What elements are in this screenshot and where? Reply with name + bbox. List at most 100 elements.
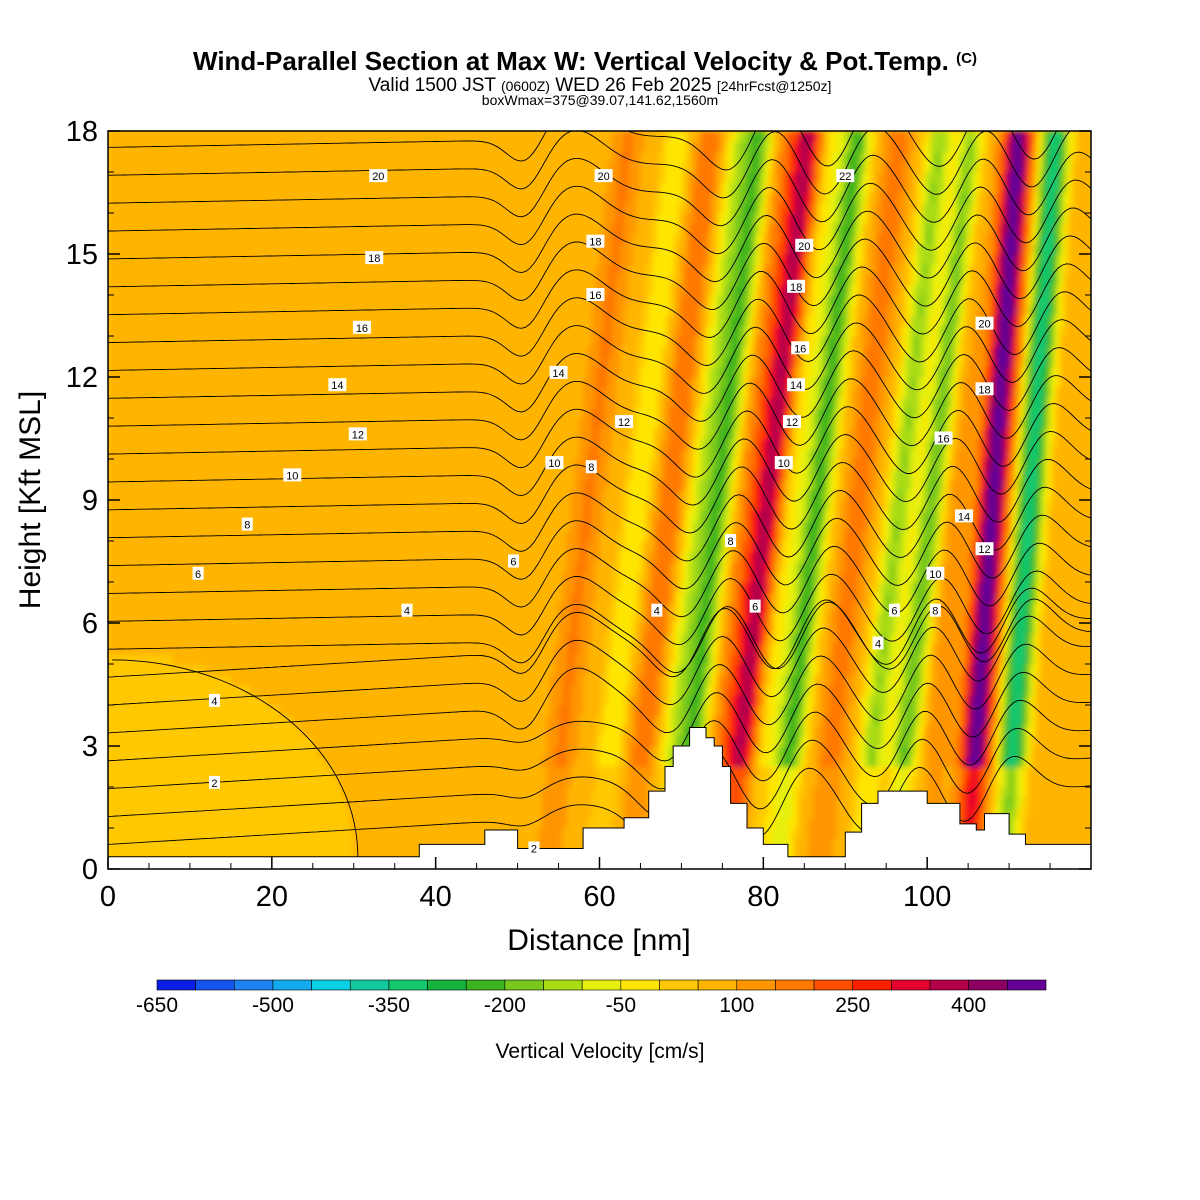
colorbar-swatch — [813, 979, 854, 991]
contour-label: 4 — [208, 693, 220, 708]
y-tick-label: 15 — [66, 239, 98, 271]
contour-label: 10 — [283, 468, 302, 482]
contour-label-text: 18 — [589, 237, 601, 249]
axis-ticks: 0 20 40 60 80 100 0 3 6 9 12 15 18 — [66, 116, 1091, 913]
contour-label-text: 12 — [786, 417, 798, 429]
contour-line — [108, 375, 1091, 450]
contour-label: 6 — [888, 603, 900, 618]
contour-line — [108, 699, 1091, 790]
contour-label-text: 14 — [552, 368, 564, 380]
colorbar-tick-label: -350 — [368, 994, 410, 1017]
colorbar: -650 -500 -350 -200 -50 100 250 400 — [136, 979, 1047, 1017]
colorbar-swatch — [659, 979, 699, 991]
contour-label: 16 — [586, 288, 605, 302]
contour-label-text: 8 — [932, 606, 938, 618]
contour-line — [108, 151, 1091, 227]
contour-label-text: 14 — [331, 380, 343, 392]
contour-label: 8 — [241, 517, 253, 532]
contour-label: 6 — [507, 554, 519, 569]
contour-label-text: 8 — [588, 462, 594, 474]
contour-label-text: 4 — [404, 606, 410, 618]
colorbar-swatch — [697, 979, 738, 991]
contour-label: 16 — [791, 341, 810, 355]
y-axis-label: Height [Kft MSL] — [14, 391, 47, 609]
contour-label: 16 — [352, 320, 371, 335]
colorbar-tick-label: -200 — [484, 994, 526, 1017]
contour-label-text: 6 — [195, 569, 201, 581]
colorbar-tick-label: 250 — [835, 994, 870, 1017]
contour-label: 18 — [365, 251, 384, 265]
contour-label-text: 20 — [597, 171, 609, 183]
contour-label: 12 — [783, 415, 802, 429]
colorbar-swatch — [581, 979, 622, 991]
colorbar-swatch — [427, 979, 467, 991]
contour-label: 14 — [549, 365, 568, 380]
contour-line — [108, 179, 1091, 255]
contour-label: 12 — [615, 415, 634, 429]
colorbar-swatch — [465, 979, 506, 991]
contour-line-2 — [112, 659, 359, 857]
contour-label: 4 — [651, 603, 663, 618]
contour-line — [108, 727, 1091, 818]
contour-label-text: 4 — [211, 696, 217, 708]
contour-line — [108, 291, 1091, 366]
contour-label-text: 8 — [244, 520, 250, 532]
contour-label: 10 — [926, 566, 945, 581]
contour-line — [108, 615, 1091, 706]
contour-line — [108, 235, 1091, 310]
y-tick-label: 0 — [82, 854, 98, 886]
contour-label: 22 — [836, 169, 855, 183]
x-tick-label: 100 — [903, 881, 951, 913]
colorbar-swatch — [234, 979, 274, 991]
colorbar-swatch — [968, 979, 1008, 991]
contour-label: 6 — [192, 566, 204, 581]
contour-label-text: 14 — [790, 380, 802, 392]
contour-label: 12 — [348, 427, 367, 441]
contour-label-text: 18 — [790, 282, 802, 294]
contour-label-text: 12 — [618, 417, 630, 429]
y-tick-label: 6 — [82, 608, 98, 640]
contour-line — [108, 319, 1091, 394]
terrain-mask — [107, 727, 1092, 870]
contour-label: 20 — [975, 316, 994, 331]
contour-label-text: 14 — [958, 511, 970, 523]
contour-line — [108, 598, 1091, 674]
contour-label-text: 10 — [548, 458, 560, 470]
contour-label-text: 20 — [798, 241, 810, 253]
contour-label: 4 — [401, 603, 413, 618]
contour-label-text: 12 — [352, 429, 364, 441]
contour-label: 4 — [872, 636, 884, 651]
y-tick-label: 12 — [66, 362, 98, 394]
contour-label-text: 6 — [891, 606, 897, 618]
contour-label-text: 16 — [589, 290, 601, 302]
colorbar-swatch — [388, 979, 428, 991]
contour-label: 10 — [545, 456, 564, 470]
contour-line — [108, 671, 1091, 762]
contour-label-text: 8 — [728, 536, 734, 548]
colorbar-swatch — [775, 979, 815, 991]
contour-label: 6 — [749, 599, 761, 614]
contour-label: 12 — [975, 542, 994, 556]
contour-label-text: 10 — [286, 470, 298, 482]
colorbar-swatch — [272, 979, 312, 991]
contour-line — [108, 347, 1091, 422]
contour-label-text: 6 — [510, 557, 516, 569]
colorbar-swatch — [736, 979, 776, 991]
y-tick-label: 18 — [66, 116, 98, 148]
contour-line — [108, 756, 1091, 846]
x-tick-label: 20 — [256, 881, 288, 913]
contour-line — [108, 430, 1091, 506]
contour-label: 18 — [787, 279, 806, 294]
y-tick-label: 9 — [82, 485, 98, 517]
colorbar-swatch — [620, 979, 660, 991]
contour-label-text: 2 — [211, 778, 217, 790]
colorbar-tick-label: 400 — [951, 994, 986, 1017]
colorbar-swatch — [504, 979, 544, 991]
colorbar-swatch — [852, 979, 892, 991]
colorbar-tick-label: -650 — [136, 994, 178, 1017]
contour-line — [108, 570, 1091, 646]
colorbar-swatch — [891, 979, 931, 991]
